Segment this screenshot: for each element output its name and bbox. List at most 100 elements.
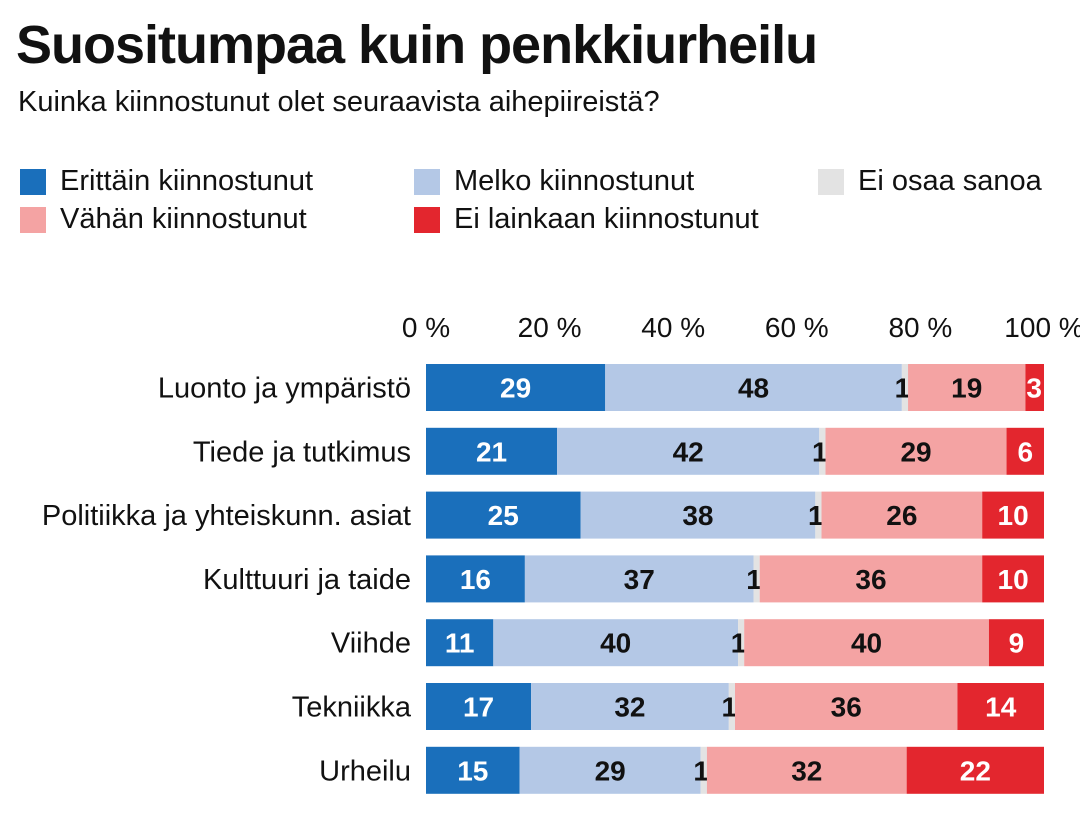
legend-label-erittain: Erittäin kiinnostunut [60, 165, 314, 197]
legend-item-melko: Melko kiinnostunut [414, 165, 694, 198]
data-label: 1 [812, 436, 828, 467]
data-label: 29 [500, 373, 531, 404]
data-label: 16 [460, 564, 491, 595]
data-label: 1 [808, 500, 824, 531]
x-tick-label: 80 % [888, 312, 952, 343]
data-label: 17 [463, 692, 494, 723]
x-tick-label: 20 % [518, 312, 582, 343]
bar-segment [426, 683, 532, 730]
chart-title: Suositumpaa kuin penkkiurheilu [16, 15, 818, 75]
legend-label-vahan: Vähän kiinnostunut [60, 203, 307, 235]
legend-swatch-erittain [20, 168, 46, 195]
bar-segment [557, 427, 820, 475]
bar-segment [728, 683, 735, 730]
data-label: 26 [886, 500, 917, 531]
bar-segment [706, 746, 907, 794]
data-label: 15 [457, 755, 488, 786]
data-label: 1 [895, 373, 911, 404]
legend-item-ei: Ei lainkaan kiinnostunut [414, 203, 759, 236]
data-label: 32 [614, 692, 645, 723]
x-tick-label: 60 % [765, 312, 829, 343]
legend-item-eos: Ei osaa sanoa [818, 165, 1042, 198]
category-label: Tekniikka [292, 692, 412, 724]
bar-segment [524, 555, 754, 603]
data-label: 9 [1009, 628, 1025, 659]
bar-segment [580, 491, 816, 539]
data-label: 1 [746, 564, 762, 595]
data-label: 32 [791, 755, 822, 786]
data-label: 14 [985, 692, 1017, 723]
data-label: 40 [851, 628, 882, 659]
data-label: 6 [1017, 436, 1033, 467]
bar-segment [815, 491, 822, 539]
bar-segment [988, 619, 1044, 667]
bar-segment [753, 555, 760, 603]
data-label: 36 [855, 564, 886, 595]
bar-segment [957, 683, 1044, 730]
data-label: 21 [476, 436, 507, 467]
bar-segment [738, 619, 745, 667]
data-label: 40 [600, 628, 631, 659]
legend-item-vahan: Vähän kiinnostunut [20, 203, 307, 236]
bar-segment [908, 364, 1026, 411]
x-tick-label: 40 % [641, 312, 705, 343]
data-label: 37 [624, 564, 655, 595]
bar-segment [426, 746, 520, 794]
data-label: 29 [900, 436, 931, 467]
chart-subtitle: Kuinka kiinnostunut olet seuraavista aih… [18, 86, 660, 118]
bar-segment [744, 619, 989, 667]
bar-segment [735, 683, 958, 730]
bar-segment [1006, 427, 1044, 475]
data-label: 25 [488, 500, 519, 531]
bar-segment [982, 555, 1044, 603]
data-label: 10 [998, 500, 1029, 531]
legend-swatch-eos [818, 168, 844, 195]
bar-segment [825, 427, 1007, 475]
bar-segment [819, 427, 826, 475]
bar-segment [531, 683, 729, 730]
data-label: 1 [731, 628, 747, 659]
bar-segment [426, 619, 494, 667]
bar-segment [493, 619, 739, 667]
bar-segment [759, 555, 983, 603]
data-label: 22 [960, 755, 991, 786]
x-tick-label: 100 % [1004, 312, 1080, 343]
bar-segment [982, 491, 1044, 539]
bar-segment [700, 746, 707, 794]
bar-segment [519, 746, 701, 794]
legend-label-eos: Ei osaa sanoa [858, 165, 1042, 197]
data-label: 48 [738, 373, 769, 404]
data-label: 11 [445, 628, 475, 659]
data-label: 1 [722, 692, 738, 723]
bar-segment [605, 364, 902, 411]
category-label: Urheilu [319, 755, 411, 787]
category-label: Luonto ja ympäristö [158, 373, 411, 405]
category-label: Viihde [331, 628, 411, 660]
legend-swatch-vahan [20, 206, 46, 233]
bar-segment [1025, 364, 1044, 411]
data-label: 19 [951, 373, 982, 404]
bar-segment [901, 364, 909, 411]
data-label: 29 [595, 755, 626, 786]
legend-swatch-ei [414, 206, 440, 233]
category-label: Tiede ja tutkimus [193, 436, 411, 468]
bar-segment [906, 746, 1044, 794]
legend-label-ei: Ei lainkaan kiinnostunut [454, 203, 759, 235]
category-label: Politiikka ja yhteiskunn. asiat [42, 500, 411, 532]
data-label: 36 [831, 692, 862, 723]
bar-segment [426, 491, 581, 539]
data-label: 38 [682, 500, 713, 531]
data-label: 42 [673, 436, 704, 467]
legend-swatch-melko [414, 168, 440, 195]
bar-segment [426, 427, 558, 475]
data-label: 3 [1026, 373, 1042, 404]
bar-segment [426, 364, 606, 411]
category-label: Kulttuuri ja taide [203, 564, 411, 596]
x-tick-label: 0 % [402, 312, 450, 343]
data-label: 1 [693, 755, 709, 786]
data-label: 10 [998, 564, 1029, 595]
legend-label-melko: Melko kiinnostunut [454, 165, 695, 197]
bar-segment [426, 555, 525, 603]
legend-item-erittain: Erittäin kiinnostunut [20, 165, 313, 198]
